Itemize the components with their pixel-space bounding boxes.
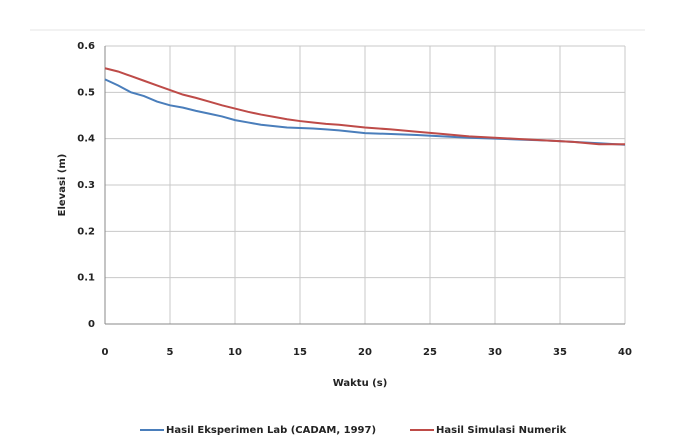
- x-tick-label: 35: [553, 347, 567, 358]
- y-tick-label: 0.1: [77, 273, 95, 284]
- y-axis-label: Elevasi (m): [57, 154, 68, 217]
- x-tick-label: 5: [167, 347, 174, 358]
- y-tick-label: 0.5: [77, 87, 95, 98]
- x-tick-label: 25: [423, 347, 437, 358]
- x-tick-label: 40: [618, 347, 632, 358]
- y-tick-label: 0.4: [77, 134, 95, 145]
- legend-label: Hasil Simulasi Numerik: [436, 425, 567, 436]
- x-tick-label: 30: [488, 347, 502, 358]
- y-tick-label: 0.3: [77, 180, 95, 191]
- legend-label: Hasil Eksperimen Lab (CADAM, 1997): [166, 425, 376, 436]
- series-line: [104, 67, 625, 146]
- x-axis-label: Waktu (s): [333, 378, 388, 389]
- x-tick-label: 10: [228, 347, 242, 358]
- x-tick-label: 15: [293, 347, 307, 358]
- y-tick-label: 0.6: [77, 41, 95, 52]
- x-tick-label: 20: [358, 347, 372, 358]
- y-tick-label: 0.2: [77, 226, 95, 237]
- x-tick-label: 0: [102, 347, 109, 358]
- y-tick-label: 0: [88, 319, 95, 330]
